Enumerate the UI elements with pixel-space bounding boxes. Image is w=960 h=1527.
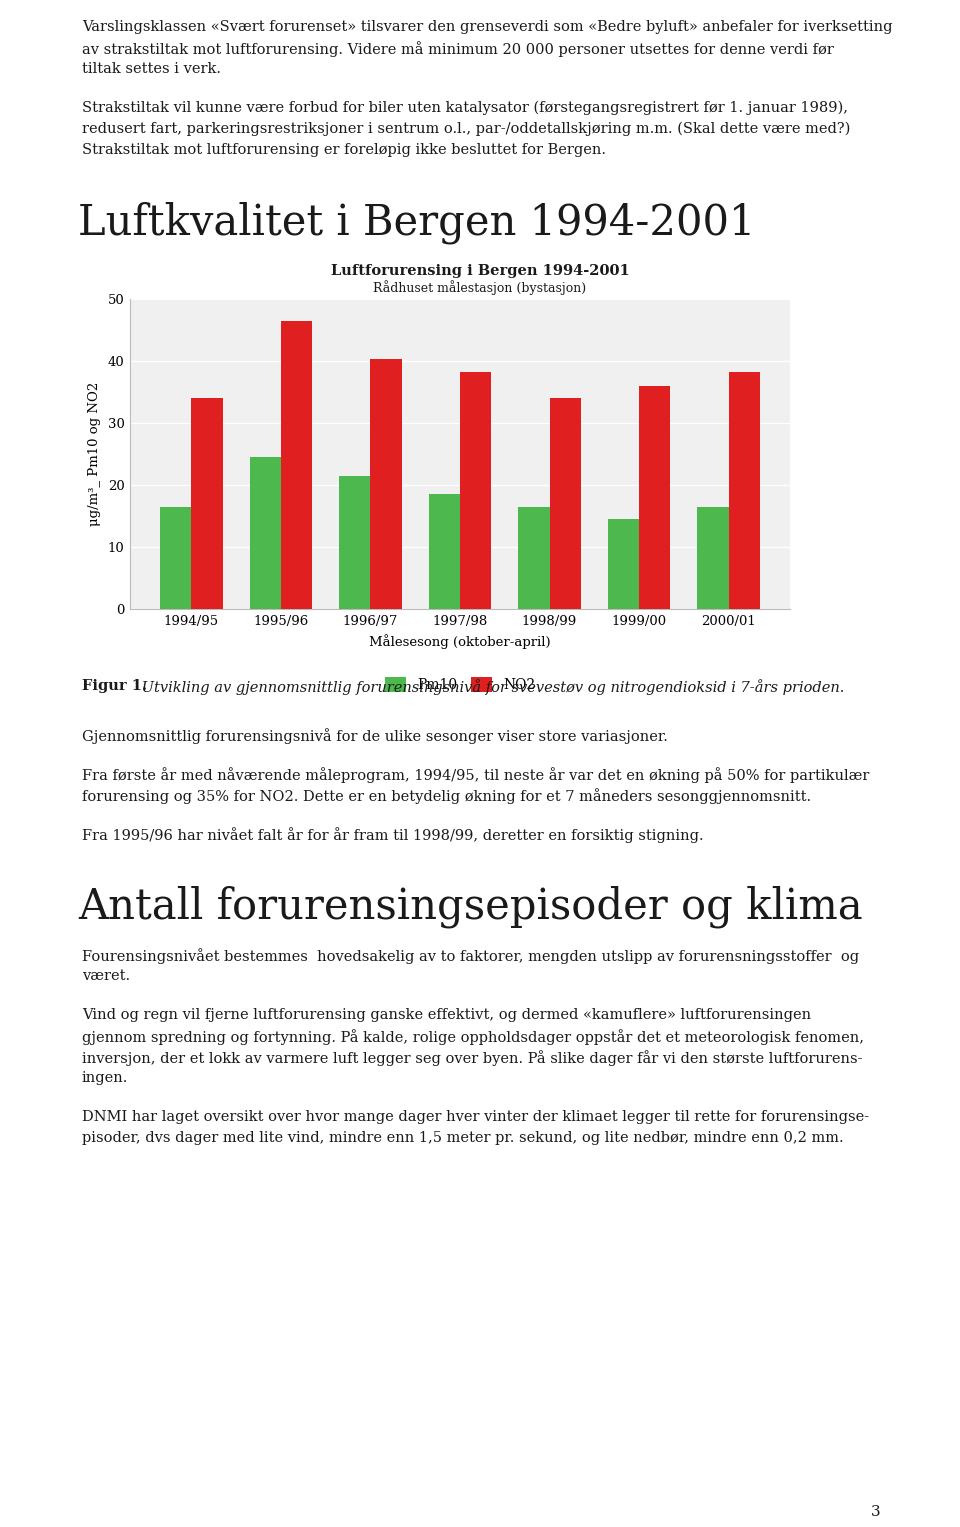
- Y-axis label: μg/m³_ Pm10 og NO2: μg/m³_ Pm10 og NO2: [87, 382, 101, 527]
- Text: Strakstiltak mot luftforurensing er foreløpig ikke besluttet for Bergen.: Strakstiltak mot luftforurensing er fore…: [82, 144, 606, 157]
- Bar: [191, 399, 223, 609]
- Bar: [729, 373, 760, 609]
- Text: Antall forurensingsepisoder og klima: Antall forurensingsepisoder og klima: [78, 886, 863, 928]
- Text: Fourensingsnivået bestemmes  hovedsakelig av to faktorer, mengden utslipp av for: Fourensingsnivået bestemmes hovedsakelig…: [82, 948, 859, 964]
- Text: Gjennomsnittlig forurensingsnivå for de ulike sesonger viser store variasjoner.: Gjennomsnittlig forurensingsnivå for de …: [82, 728, 668, 744]
- Text: ingen.: ingen.: [82, 1070, 129, 1086]
- Bar: [608, 519, 639, 609]
- Text: inversjon, der et lokk av varmere luft legger seg over byen. På slike dager får : inversjon, der et lokk av varmere luft l…: [82, 1051, 862, 1066]
- Text: tiltak settes i verk.: tiltak settes i verk.: [82, 63, 221, 76]
- Bar: [639, 386, 670, 609]
- Text: Fra 1995/96 har nivået falt år for år fram til 1998/99, deretter en forsiktig st: Fra 1995/96 har nivået falt år for år fr…: [82, 828, 704, 843]
- Text: Luftforurensing i Bergen 1994-2001: Luftforurensing i Bergen 1994-2001: [330, 264, 630, 278]
- Text: forurensing og 35% for NO2. Dette er en betydelig økning for et 7 måneders seson: forurensing og 35% for NO2. Dette er en …: [82, 788, 811, 803]
- Text: Vind og regn vil fjerne luftforurensing ganske effektivt, og dermed «kamuflere» : Vind og regn vil fjerne luftforurensing …: [82, 1008, 811, 1022]
- Text: Utvikling av gjennomsnittlig forurensingsnivå for svevestøv og nitrogendioksid i: Utvikling av gjennomsnittlig forurensing…: [137, 680, 845, 695]
- Text: pisoder, dvs dager med lite vind, mindre enn 1,5 meter pr. sekund, og lite nedbø: pisoder, dvs dager med lite vind, mindre…: [82, 1132, 844, 1145]
- Bar: [518, 507, 549, 609]
- Bar: [549, 399, 581, 609]
- Bar: [160, 507, 191, 609]
- Text: DNMI har laget oversikt over hvor mange dager hver vinter der klimaet legger til: DNMI har laget oversikt over hvor mange …: [82, 1110, 869, 1124]
- Text: Figur 1.: Figur 1.: [82, 680, 147, 693]
- Text: Strakstiltak vil kunne være forbud for biler uten katalysator (førstegangsregist: Strakstiltak vil kunne være forbud for b…: [82, 101, 848, 116]
- Bar: [697, 507, 729, 609]
- Bar: [460, 373, 492, 609]
- Bar: [429, 495, 460, 609]
- Text: Varslingsklassen «Svært forurenset» tilsvarer den grenseverdi som «Bedre byluft»: Varslingsklassen «Svært forurenset» tils…: [82, 20, 893, 34]
- Text: redusert fart, parkeringsrestriksjoner i sentrum o.l., par-/oddetallskjøring m.m: redusert fart, parkeringsrestriksjoner i…: [82, 122, 851, 136]
- Text: 3: 3: [871, 1506, 880, 1519]
- X-axis label: Målesesong (oktober-april): Målesesong (oktober-april): [370, 635, 551, 649]
- Legend: Pm10, NO2: Pm10, NO2: [379, 672, 540, 698]
- Text: Rådhuset målestasjon (bystasjon): Rådhuset målestasjon (bystasjon): [373, 279, 587, 295]
- Text: av strakstiltak mot luftforurensing. Videre må minimum 20 000 personer utsettes : av strakstiltak mot luftforurensing. Vid…: [82, 41, 834, 56]
- Bar: [281, 321, 312, 609]
- Text: Luftkvalitet i Bergen 1994-2001: Luftkvalitet i Bergen 1994-2001: [78, 202, 756, 244]
- Text: gjennom spredning og fortynning. På kalde, rolige oppholdsdager oppstår det et m: gjennom spredning og fortynning. På kald…: [82, 1029, 864, 1044]
- Text: Fra første år med nåværende måleprogram, 1994/95, til neste år var det en økning: Fra første år med nåværende måleprogram,…: [82, 767, 870, 783]
- Bar: [339, 476, 371, 609]
- Text: været.: været.: [82, 970, 131, 983]
- Bar: [371, 359, 402, 609]
- Bar: [250, 457, 281, 609]
